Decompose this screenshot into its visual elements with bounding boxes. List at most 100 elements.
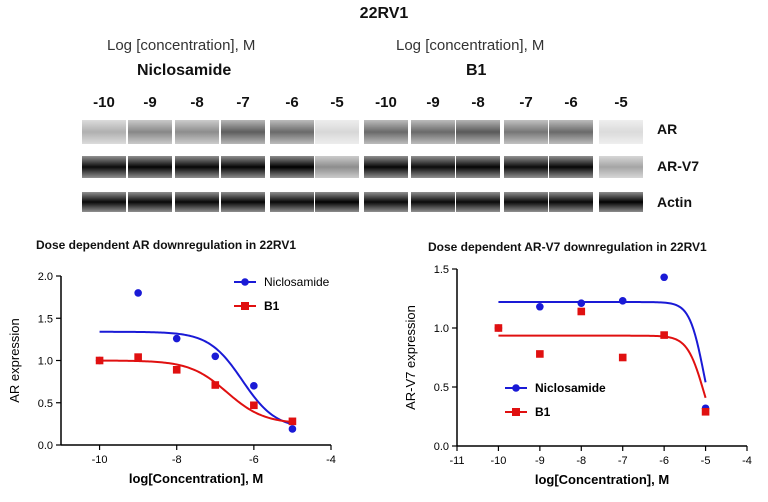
x-axis-label: log[Concentration], M (129, 471, 263, 486)
y-axis-label: AR-V7 expression (403, 305, 418, 410)
blot-band-highlight (456, 192, 500, 212)
lane-label: -8 (471, 94, 485, 111)
blot-band-highlight (364, 120, 408, 144)
data-point (172, 365, 181, 374)
data-point (618, 297, 627, 305)
x-tick-label: -7 (618, 455, 628, 467)
row-label-ar-v7: AR-V7 (657, 158, 700, 174)
blot-band-highlight (270, 120, 314, 144)
data-point (618, 353, 627, 362)
x-tick-label: -6 (659, 455, 669, 467)
data-point (134, 353, 142, 361)
data-point (95, 356, 104, 365)
blot-band-highlight (364, 156, 408, 178)
x-tick-label: -5 (701, 455, 711, 467)
blot-band-highlight (128, 120, 172, 144)
chart1-title: Dose dependent AR downregulation in 22RV… (36, 238, 297, 252)
y-tick-label: 2.0 (38, 271, 53, 283)
blot-band-highlight (315, 156, 359, 178)
y-axis-label: AR expression (7, 318, 22, 403)
blot-band-highlight (270, 192, 314, 212)
data-point (494, 324, 503, 332)
lane-label: -10 (375, 94, 397, 111)
blot-band-highlight (549, 156, 593, 178)
y-tick-label: 0.5 (434, 382, 449, 394)
x-tick-label: -9 (535, 455, 545, 467)
fit-curve-niclosamide (498, 301, 707, 383)
blot-band-highlight (128, 156, 172, 178)
blot-band-highlight (221, 192, 265, 212)
data-point (288, 417, 297, 426)
x-tick-label: -4 (742, 455, 752, 467)
lane-label: -5 (330, 94, 344, 111)
legend-marker (241, 302, 249, 310)
figure-title: 22RV1 (359, 5, 409, 22)
blot-band-highlight (175, 120, 219, 144)
row-label-ar: AR (657, 121, 678, 137)
western-blot (82, 120, 643, 212)
lane-label: -6 (285, 94, 299, 111)
legend-marker (512, 408, 520, 416)
x-tick-label: -11 (449, 455, 464, 467)
data-point (134, 289, 142, 297)
lane-label: -8 (190, 94, 204, 111)
fit-curve-b1 (498, 334, 707, 399)
y-tick-label: 1.0 (434, 323, 449, 335)
blot-band-highlight (504, 192, 548, 212)
y-tick-label: 0.0 (434, 441, 449, 453)
blot-band-highlight (82, 156, 126, 178)
blot-band-highlight (221, 120, 265, 144)
blot-band-highlight (82, 120, 126, 144)
blot-band-highlight (315, 192, 359, 212)
lane-label: -7 (519, 94, 533, 111)
data-point (701, 407, 710, 416)
data-point (211, 352, 220, 361)
data-point (660, 331, 668, 339)
ar-v7-chart: -11 -10 -9 -8 -7 -6 -5 -4 0.0 0.5 1.0 1.5 log[Concen… (403, 264, 752, 487)
y-tick-label: 1.5 (434, 264, 449, 276)
blot-band-highlight (411, 192, 455, 212)
data-point (172, 334, 181, 343)
y-tick-label: 0.5 (38, 398, 53, 410)
y-tick-label: 1.5 (38, 313, 53, 325)
lane-label: -5 (614, 94, 628, 111)
blot-band-highlight (411, 156, 455, 178)
legend-marker (512, 384, 520, 392)
blot-band-highlight (599, 156, 643, 178)
legend-marker (241, 278, 249, 286)
blot-band-highlight (175, 156, 219, 178)
lane-label: -9 (143, 94, 157, 111)
blot-band-highlight (599, 120, 643, 144)
data-point (288, 425, 297, 433)
ar-chart: -10 -8 -6 -4 0.0 0.5 1.0 1.5 2.0 log[Concentratio… (7, 271, 336, 486)
data-point (211, 381, 220, 389)
y-tick-label: 1.0 (38, 356, 53, 368)
row-label-actin: Actin (657, 194, 692, 210)
niclosamide-log-label: Log [concentration], M (107, 37, 256, 54)
blot-band-highlight (221, 156, 265, 178)
x-axis-label: log[Concentration], M (535, 472, 669, 487)
data-point (577, 307, 586, 316)
blot-band-highlight (504, 120, 548, 144)
b1-header: B1 (466, 62, 487, 79)
legend-label: Niclosamide (535, 381, 606, 395)
blot-band-highlight (456, 120, 500, 144)
niclosamide-header: Niclosamide (137, 62, 232, 79)
x-tick-label: -10 (92, 454, 108, 466)
data-point (536, 302, 544, 311)
x-tick-label: -10 (490, 455, 506, 467)
lane-label: -10 (93, 94, 115, 111)
x-tick-label: -6 (249, 454, 259, 466)
x-tick-label: -8 (172, 454, 182, 466)
blot-band-highlight (82, 192, 126, 212)
legend-label: Niclosamide (264, 275, 330, 289)
fit-curve-niclosamide (99, 330, 293, 426)
blot-band-highlight (456, 156, 500, 178)
x-tick-label: -4 (326, 454, 336, 466)
data-point (660, 273, 668, 282)
blot-band-highlight (549, 120, 593, 144)
chart2-title: Dose dependent AR-V7 downregulation in 2… (428, 240, 707, 254)
lane-label: -9 (426, 94, 440, 111)
lane-label: -7 (236, 94, 250, 111)
y-tick-label: 0.0 (38, 440, 53, 452)
